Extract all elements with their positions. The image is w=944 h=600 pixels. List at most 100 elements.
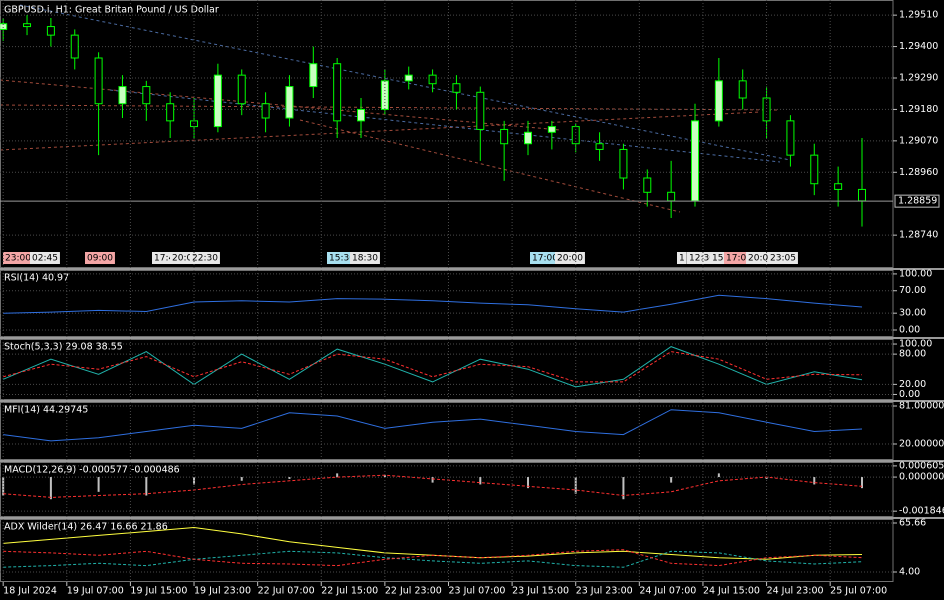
candle-body xyxy=(23,23,32,28)
candle-body xyxy=(547,126,556,133)
time-tag-label: 17:00 xyxy=(532,254,558,264)
y-tick-label: 1.29400 xyxy=(899,41,938,52)
y-tick-label: 0.00 xyxy=(899,324,920,335)
candle-body xyxy=(166,103,175,122)
candle-body xyxy=(476,91,485,130)
time-tag: 15 xyxy=(710,252,726,264)
time-tag-label: 20:00 xyxy=(557,254,583,264)
time-tag-box xyxy=(530,252,560,264)
x-tick-label: 19 Jul 23:00 xyxy=(194,586,251,597)
x-tick-label: 19 Jul 07:00 xyxy=(67,586,124,597)
time-tag-label: 18:30 xyxy=(352,254,378,264)
y-tick-label: 1.28740 xyxy=(899,230,938,241)
candle-body xyxy=(786,120,795,156)
candle-body xyxy=(524,131,533,145)
trend-line xyxy=(109,89,781,163)
y-tick-label: 0.000605 xyxy=(899,460,944,471)
y-tick-label: 1.29510 xyxy=(899,10,938,21)
candle-body xyxy=(428,74,437,85)
indicator-line xyxy=(3,294,863,314)
y-tick-label: 1.29290 xyxy=(899,73,938,84)
panel-frame xyxy=(0,402,894,460)
y-tick-label: 81.00000 xyxy=(899,400,944,411)
candle-body xyxy=(857,188,866,202)
candle-body xyxy=(452,83,461,93)
indicator-title: MFI(14) 44.29745 xyxy=(4,405,88,416)
x-tick-label: 19 Jul 15:00 xyxy=(130,586,187,597)
candle-body xyxy=(237,74,246,105)
time-tag: 17:00 xyxy=(530,252,560,264)
panel-frame xyxy=(0,339,894,400)
indicator-line xyxy=(3,549,863,567)
trend-line xyxy=(299,119,681,213)
panel-frame xyxy=(0,519,894,582)
y-tick-label: 100.00 xyxy=(899,339,932,350)
time-tag-box xyxy=(3,252,33,264)
candle-body xyxy=(46,26,55,36)
time-tag-box xyxy=(190,252,220,264)
time-tag-label: 12:30 xyxy=(689,254,715,264)
x-tick-label: 23 Jul 15:00 xyxy=(512,586,569,597)
macd-bar xyxy=(574,477,577,494)
trend-line xyxy=(0,104,781,111)
indicator-line xyxy=(3,351,863,383)
candle-body xyxy=(690,120,699,202)
time-tag-box xyxy=(768,252,798,264)
y-tick-label: 0.00 xyxy=(899,389,920,400)
candle-body xyxy=(94,57,103,105)
x-tick-label: 25 Jul 07:00 xyxy=(830,586,887,597)
x-tick-label: 18 Jul 2024 xyxy=(3,586,57,597)
macd-bar xyxy=(431,477,434,483)
candle-body xyxy=(309,63,318,88)
x-tick-label: 24 Jul 23:00 xyxy=(767,586,824,597)
time-tag-label: 17:00 xyxy=(726,254,752,264)
time-tag: 12:30 xyxy=(687,252,717,264)
time-tag: 18:30 xyxy=(350,252,380,264)
time-tag-label: 1 xyxy=(679,254,685,264)
macd-bar xyxy=(49,477,52,500)
time-tag-label: 09:00 xyxy=(87,254,113,264)
time-tag-label: 15:30 xyxy=(329,254,355,264)
time-tag-box xyxy=(350,252,380,264)
y-tick-label: 1.29070 xyxy=(899,135,938,146)
indicator-title: RSI(14) 40.97 xyxy=(4,273,69,284)
candle-body xyxy=(738,80,747,99)
y-tick-label: 100.00 xyxy=(899,268,932,279)
x-tick-label: 22 Jul 23:00 xyxy=(385,586,442,597)
candle-body xyxy=(643,177,652,193)
x-tick-label: 24 Jul 15:00 xyxy=(703,586,760,597)
trend-line xyxy=(0,79,561,131)
time-tag-label: 15 xyxy=(712,254,723,264)
y-tick-label: 20.00000 xyxy=(899,438,944,449)
x-tick-label: 24 Jul 07:00 xyxy=(639,586,696,597)
time-tag: 1 xyxy=(677,252,687,264)
time-tag-label: 20:0 xyxy=(172,254,192,264)
trend-line xyxy=(19,4,791,161)
candle-body xyxy=(619,148,628,179)
macd-bar xyxy=(288,477,291,479)
panel-frame xyxy=(0,462,894,517)
time-tag-box xyxy=(677,252,687,264)
candle-body xyxy=(213,74,222,128)
indicator-title: ADX Wilder(14) 26.47 16.66 21.86 xyxy=(4,522,168,533)
candle-body xyxy=(357,108,366,122)
time-tag-box xyxy=(555,252,585,264)
candle-body xyxy=(285,86,294,119)
macd-bar xyxy=(97,477,100,492)
candle-body xyxy=(333,63,342,122)
x-tick-label: 23 Jul 07:00 xyxy=(448,586,505,597)
candle-body xyxy=(595,143,604,150)
y-tick-label: 70.00 xyxy=(899,285,926,296)
macd-bar xyxy=(860,477,863,489)
time-tag-box xyxy=(710,252,726,264)
y-tick-label: 1.29180 xyxy=(899,104,938,115)
candle-body xyxy=(70,34,79,59)
x-tick-label: 23 Jul 23:00 xyxy=(576,586,633,597)
time-tag: 02:45 xyxy=(30,252,60,264)
time-tag: 23:05 xyxy=(768,252,798,264)
time-tag-box xyxy=(30,252,60,264)
candle-body xyxy=(810,154,819,185)
candle-body xyxy=(261,103,270,119)
time-tag-label: 22:30 xyxy=(192,254,218,264)
